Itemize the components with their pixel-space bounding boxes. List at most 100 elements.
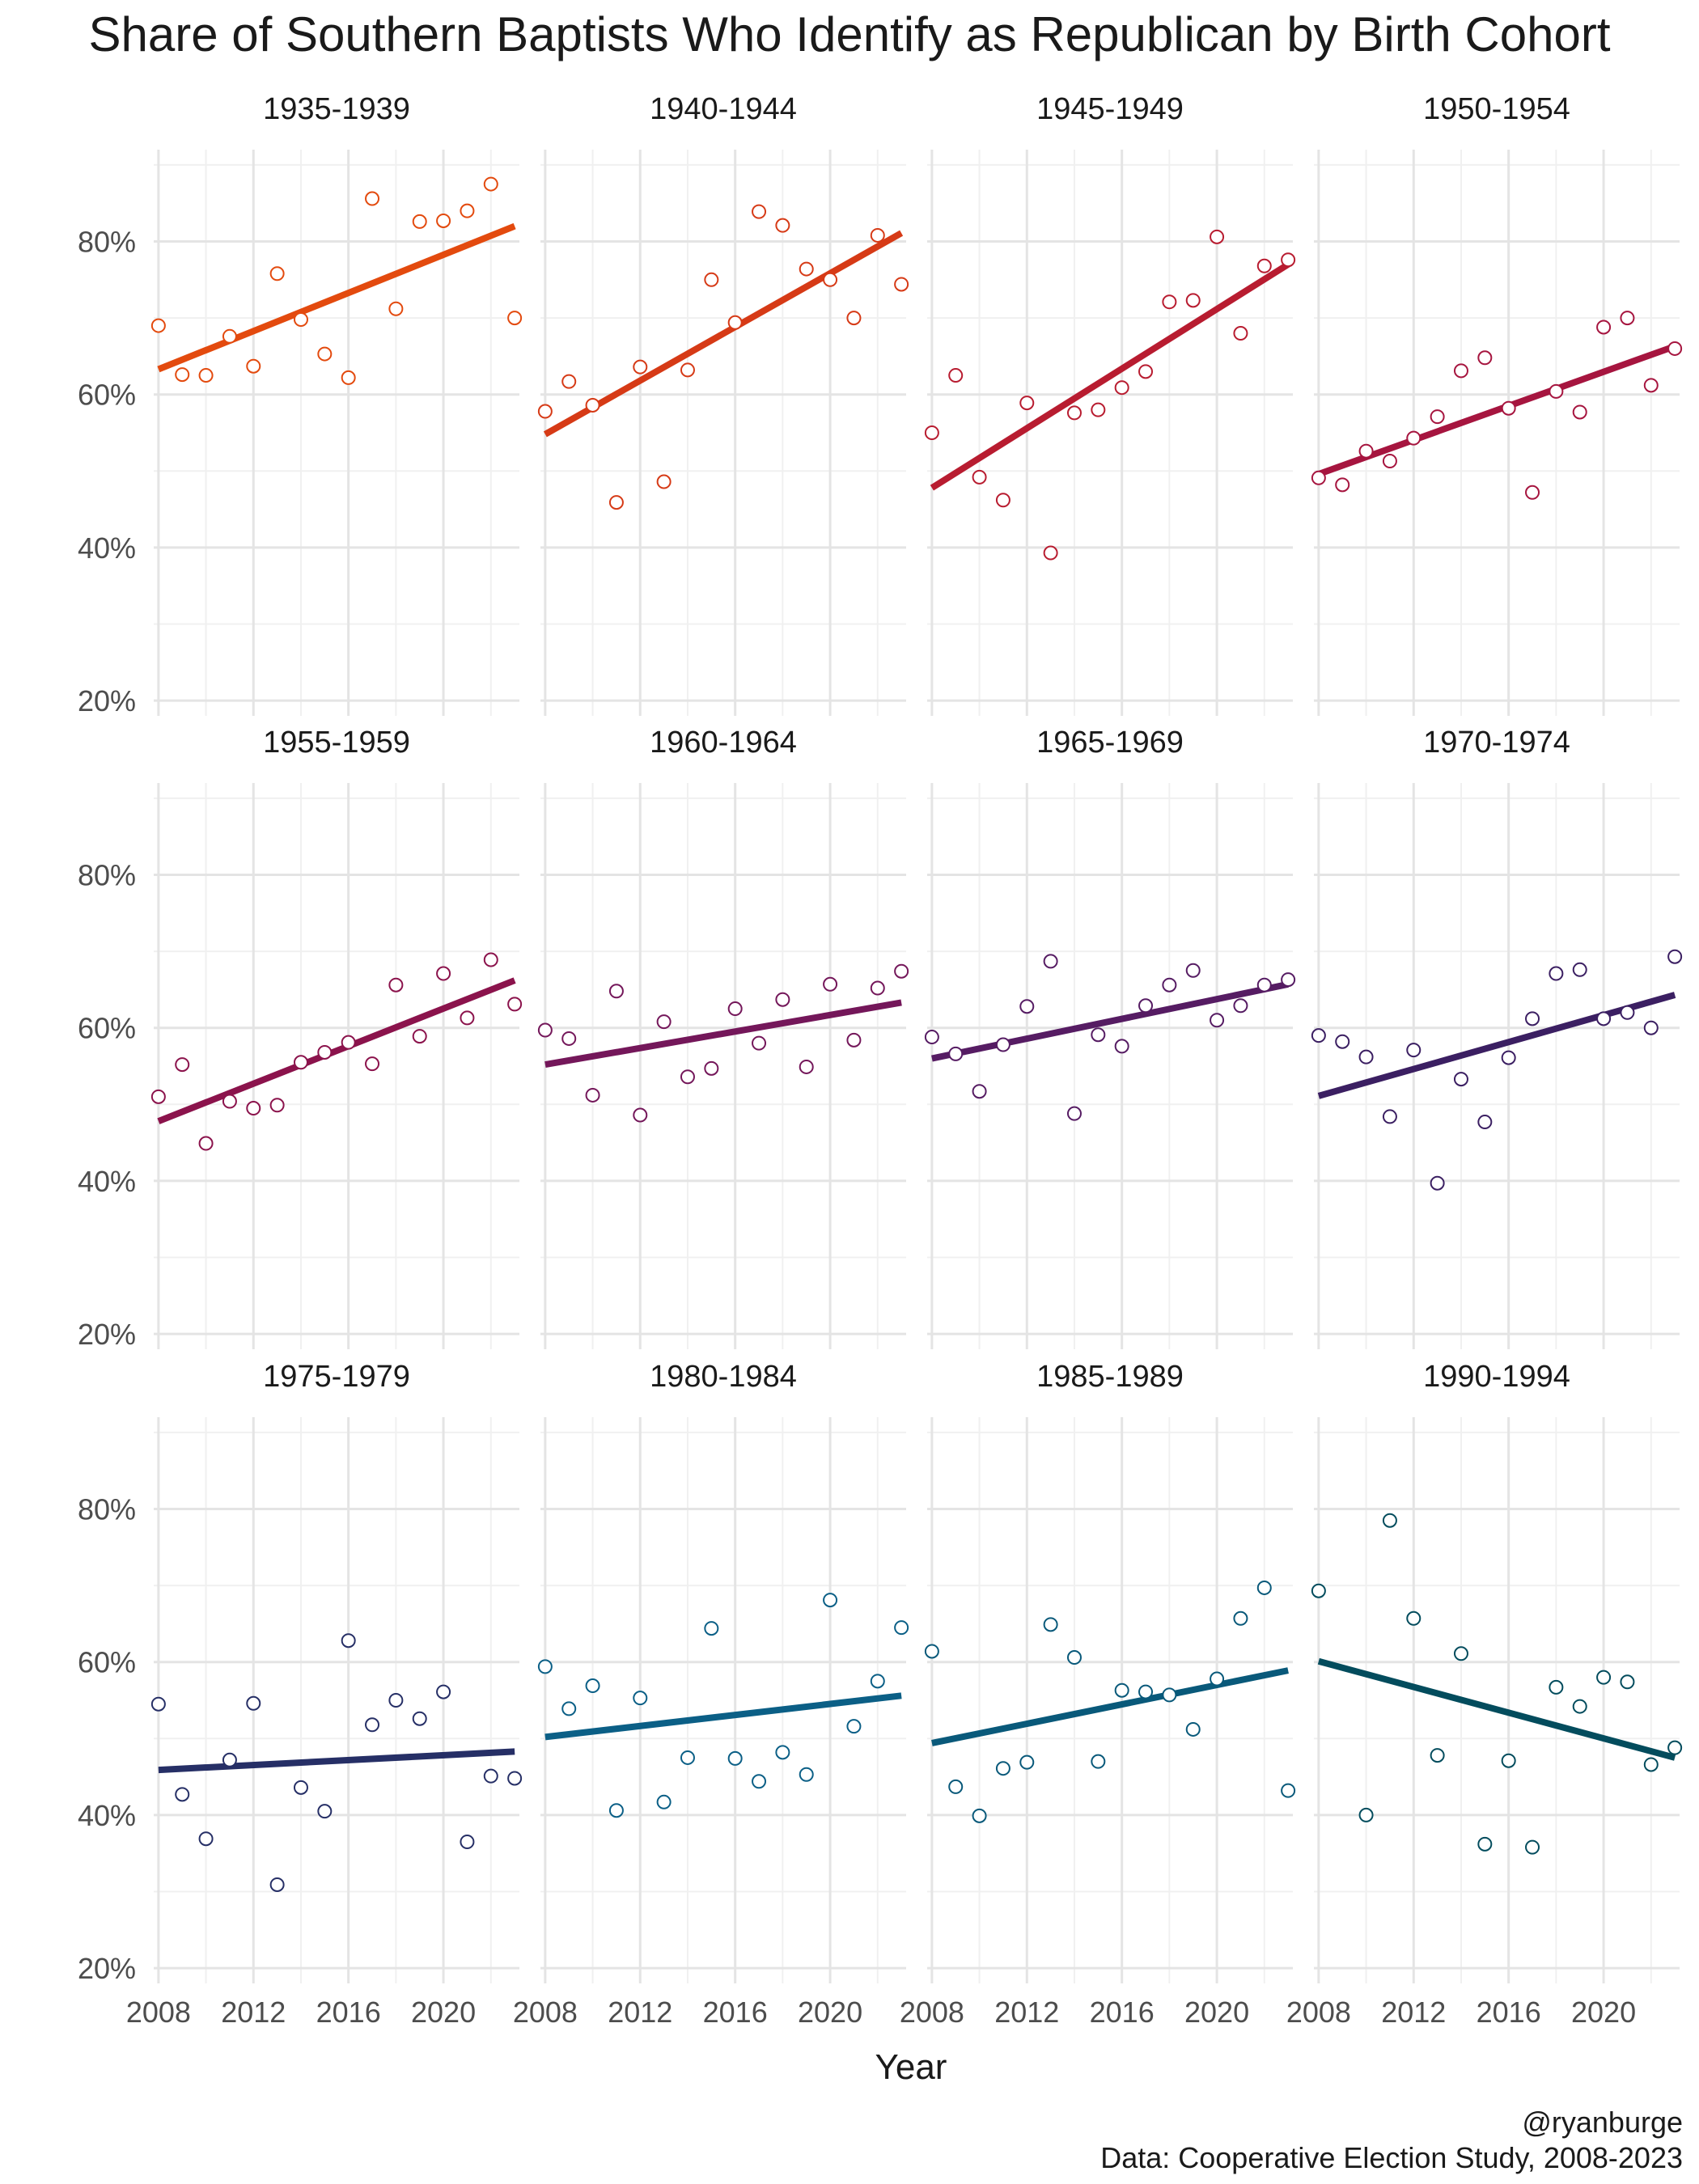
- panel-1965-1969: 1965-1969: [924, 726, 1296, 1349]
- data-point: [894, 1620, 909, 1636]
- data-point: [799, 1767, 814, 1782]
- data-point: [775, 1745, 790, 1760]
- data-point: [972, 1808, 987, 1823]
- data-point: [680, 362, 695, 378]
- data-point: [1382, 1109, 1397, 1124]
- data-point: [656, 1794, 672, 1809]
- data-point: [561, 374, 577, 389]
- data-point: [1210, 1013, 1225, 1028]
- data-point: [561, 1031, 577, 1046]
- data-point: [1501, 1050, 1516, 1065]
- data-point: [1138, 1684, 1154, 1699]
- data-point: [1066, 1650, 1082, 1666]
- panel-1975-1979: 1975-1979 20% 40% 60% 80% 2008 2012 2016 2020: [78, 1360, 523, 2029]
- data-point: [752, 1035, 767, 1051]
- data-point: [1311, 470, 1326, 485]
- data-point: [1256, 258, 1272, 273]
- panel-title: 1945-1949: [1036, 92, 1184, 126]
- data-point: [365, 1056, 380, 1072]
- data-point: [1525, 485, 1540, 500]
- data-point: [1358, 1807, 1374, 1822]
- x-tick-label: 2016: [1090, 1996, 1155, 2029]
- data-point: [1667, 949, 1683, 964]
- data-point: [293, 312, 308, 327]
- data-point: [1549, 966, 1564, 981]
- data-point: [293, 1780, 308, 1795]
- data-point: [150, 1089, 166, 1104]
- data-point: [1233, 1610, 1248, 1626]
- data-point: [1430, 1748, 1445, 1763]
- data-point: [1185, 963, 1201, 978]
- data-point: [775, 992, 790, 1007]
- y-tick-label: 40%: [78, 531, 136, 565]
- data-point: [846, 1032, 862, 1048]
- data-point: [680, 1750, 695, 1765]
- data-point: [1114, 1682, 1129, 1698]
- data-point: [1549, 383, 1564, 399]
- x-tick-label: 2012: [608, 1996, 672, 2029]
- x-tick-label: 2020: [1184, 1996, 1249, 2029]
- data-point: [1382, 454, 1397, 468]
- panel-1950-1954: 1950-1954: [1311, 92, 1683, 716]
- data-point: [1138, 998, 1154, 1014]
- data-point: [633, 1107, 648, 1123]
- data-point: [1477, 1836, 1493, 1852]
- data-point: [752, 204, 767, 219]
- data-point: [924, 425, 939, 440]
- data-point: [1019, 999, 1035, 1014]
- data-point: [775, 218, 790, 233]
- data-point: [1185, 1721, 1201, 1737]
- data-point: [1335, 1034, 1350, 1049]
- data-point: [727, 315, 743, 330]
- data-point: [436, 1684, 451, 1699]
- data-point: [1596, 320, 1612, 335]
- data-point: [269, 266, 285, 281]
- x-tick-label: 2012: [221, 1996, 286, 2029]
- data-point: [894, 963, 909, 979]
- data-point: [727, 1001, 743, 1017]
- data-point: [317, 1804, 333, 1819]
- data-point: [633, 359, 648, 375]
- data-point: [1501, 400, 1516, 416]
- data-point: [222, 1094, 237, 1109]
- data-point: [269, 1098, 285, 1113]
- data-point: [585, 1678, 600, 1694]
- trend-line: [544, 999, 902, 1069]
- data-point: [365, 191, 380, 206]
- data-point: [1114, 380, 1129, 396]
- author-handle: @ryanburge: [1522, 2106, 1683, 2139]
- data-point: [1019, 396, 1035, 411]
- data-point: [1019, 1754, 1035, 1770]
- data-point: [1281, 252, 1296, 268]
- data-point: [1572, 404, 1587, 420]
- data-point: [1162, 977, 1177, 993]
- data-point: [1311, 1028, 1326, 1043]
- data-point: [948, 1046, 964, 1061]
- x-tick-label: 2008: [1286, 1996, 1351, 2029]
- data-point: [246, 1101, 261, 1116]
- panel-title: 1970-1974: [1423, 726, 1570, 760]
- data-point: [1406, 430, 1421, 446]
- y-tick-label: 60%: [78, 379, 136, 412]
- data-point: [799, 261, 814, 277]
- data-point: [608, 495, 624, 510]
- data-point: [222, 1752, 237, 1767]
- data-point: [1138, 364, 1154, 379]
- data-point: [341, 370, 356, 385]
- data-point: [1453, 1072, 1468, 1087]
- y-tick-label: 80%: [78, 859, 136, 892]
- data-point: [823, 976, 838, 992]
- trend-line: [931, 1667, 1289, 1746]
- data-point: [365, 1717, 380, 1733]
- data-point: [799, 1059, 814, 1074]
- data-point: [198, 368, 214, 383]
- x-tick-label: 2016: [703, 1996, 768, 2029]
- trend-line: [1317, 992, 1676, 1099]
- data-point: [1430, 409, 1445, 425]
- data-point: [293, 1055, 308, 1070]
- data-point: [1525, 1839, 1540, 1855]
- data-point: [1382, 1513, 1397, 1528]
- data-point: [1114, 1039, 1129, 1054]
- data-point: [1335, 477, 1350, 493]
- data-point: [341, 1633, 356, 1649]
